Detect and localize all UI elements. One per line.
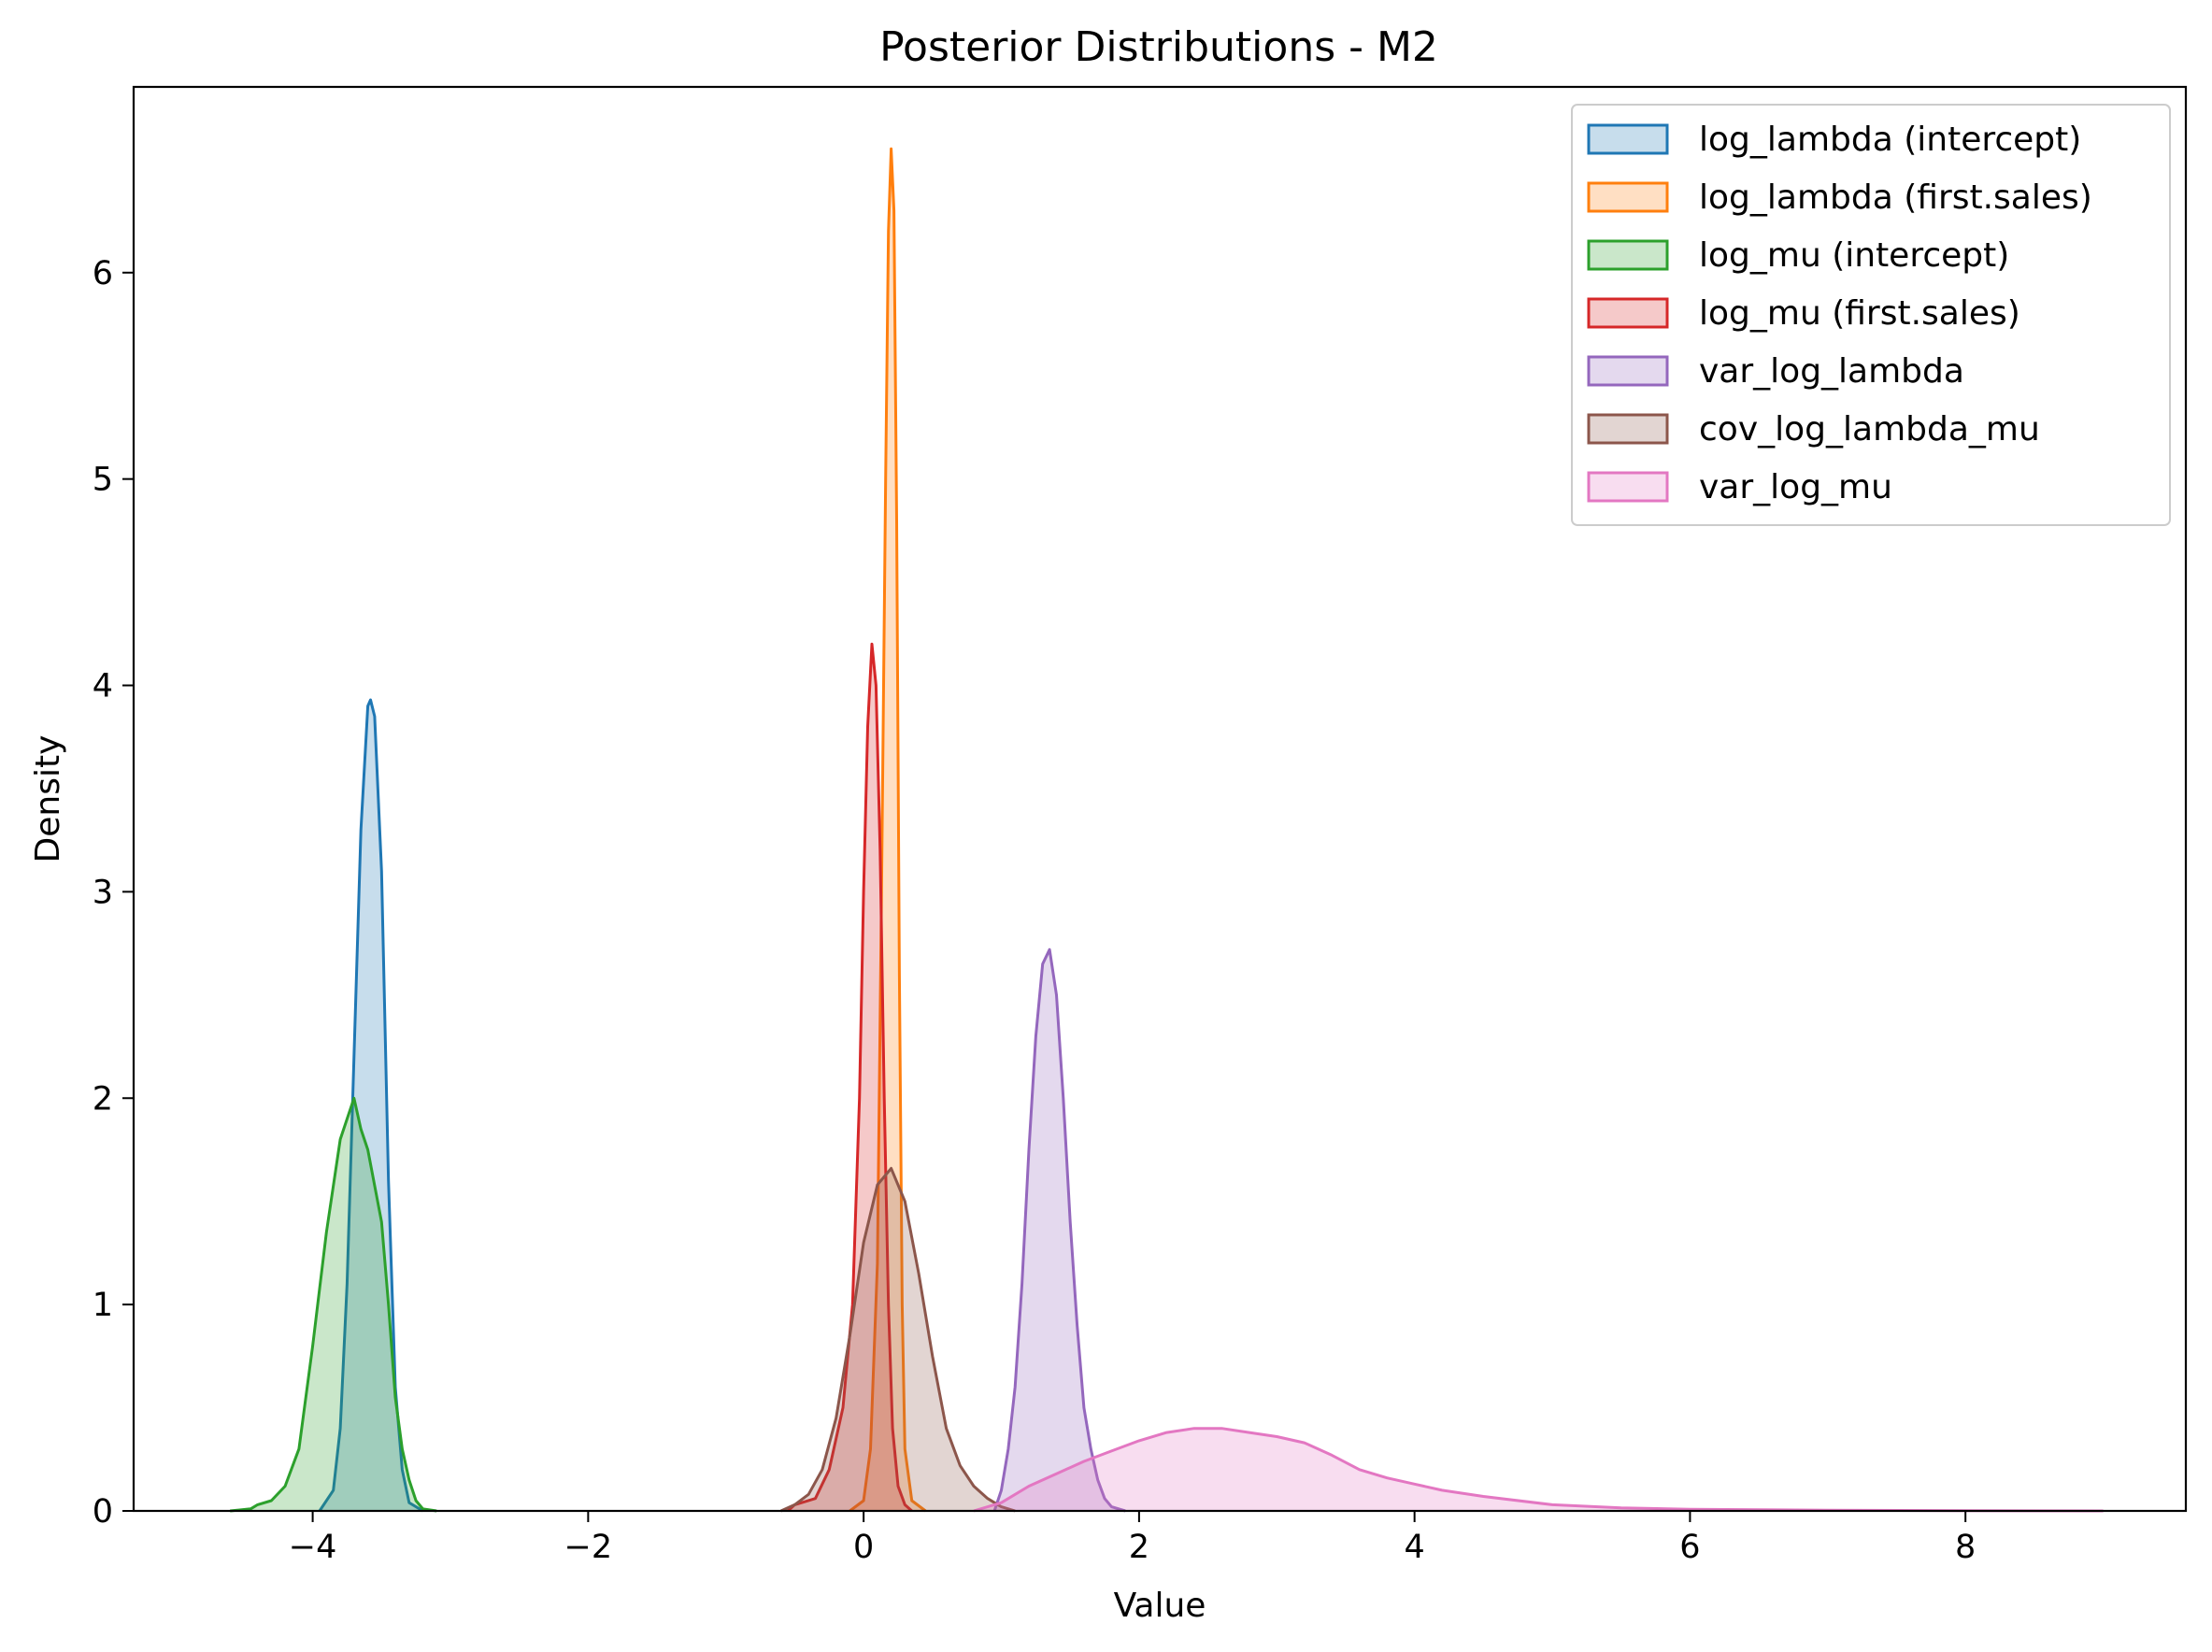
legend-label-var-log-mu: var_log_mu bbox=[1699, 468, 1892, 506]
y-tick-label: 3 bbox=[93, 874, 113, 911]
density-line-log-mu-intercept bbox=[230, 1096, 437, 1513]
legend-label-log-lambda-first-sales: log_lambda (first.sales) bbox=[1699, 178, 2092, 217]
legend-swatch-log-lambda-first-sales bbox=[1587, 181, 1669, 213]
legend-swatch-var-log-mu bbox=[1587, 471, 1669, 503]
chart-title: Posterior Distributions - M2 bbox=[879, 23, 1438, 71]
x-tick-label: −4 bbox=[289, 1529, 337, 1566]
legend-swatch-log-mu-intercept bbox=[1587, 239, 1669, 271]
x-tick-label: 2 bbox=[1129, 1529, 1149, 1566]
density-line-log-mu-first-sales bbox=[787, 642, 913, 1513]
legend-swatch-log-mu-first-sales bbox=[1587, 297, 1669, 329]
density-fill-log-mu-first-sales bbox=[788, 644, 912, 1511]
density-line-var-log-mu bbox=[973, 1427, 2104, 1513]
density-line-var-log-lambda bbox=[992, 947, 1126, 1513]
y-tick-label: 1 bbox=[93, 1287, 113, 1324]
legend-label-var-log-lambda: var_log_lambda bbox=[1699, 352, 1964, 391]
density-fill-var-log-mu bbox=[974, 1428, 2104, 1511]
y-tick-label: 4 bbox=[93, 668, 113, 705]
density-fill-log-lambda-first-sales bbox=[849, 149, 926, 1511]
x-tick-label: 0 bbox=[853, 1529, 874, 1566]
legend-swatch-log-lambda-intercept bbox=[1587, 123, 1669, 155]
density-fill-log-lambda-intercept bbox=[320, 700, 423, 1511]
legend-label-log-mu-intercept: log_mu (intercept) bbox=[1699, 236, 2009, 275]
plot-area-frame bbox=[132, 85, 2188, 1513]
legend-swatch-var-log-lambda bbox=[1587, 355, 1669, 387]
legend-swatch-cov-log-lambda-mu bbox=[1587, 413, 1669, 445]
density-fill-log-mu-intercept bbox=[230, 1098, 437, 1511]
y-tick-label: 5 bbox=[93, 462, 113, 499]
y-axis-ticks: 0 1 2 3 4 5 6 bbox=[93, 255, 134, 1531]
density-series-layer bbox=[230, 147, 2104, 1513]
y-tick-label: 6 bbox=[93, 255, 113, 292]
x-axis-ticks: −4 −2 0 2 4 6 8 bbox=[289, 1511, 1976, 1566]
legend-label-cov-log-lambda-mu: cov_log_lambda_mu bbox=[1699, 410, 2040, 449]
y-axis-label: Density bbox=[29, 735, 67, 863]
x-tick-label: −2 bbox=[564, 1529, 613, 1566]
x-tick-label: 4 bbox=[1405, 1529, 1425, 1566]
x-tick-label: 8 bbox=[1955, 1529, 1976, 1566]
density-line-log-lambda-first-sales bbox=[849, 147, 927, 1513]
legend-box bbox=[1571, 104, 2171, 526]
x-axis-label: Value bbox=[1114, 1587, 1206, 1625]
legend-label-log-lambda-intercept: log_lambda (intercept) bbox=[1699, 121, 2081, 159]
legend: log_lambda (intercept) log_lambda (first.… bbox=[1571, 104, 2171, 526]
y-tick-label: 2 bbox=[93, 1080, 113, 1118]
density-fill-cov-log-lambda-mu bbox=[780, 1168, 1016, 1511]
legend-label-log-mu-first-sales: log_mu (first.sales) bbox=[1699, 294, 2020, 333]
x-tick-label: 6 bbox=[1679, 1529, 1700, 1566]
density-fill-var-log-lambda bbox=[994, 949, 1126, 1511]
density-line-cov-log-lambda-mu bbox=[780, 1166, 1016, 1513]
y-tick-label: 0 bbox=[93, 1493, 113, 1531]
